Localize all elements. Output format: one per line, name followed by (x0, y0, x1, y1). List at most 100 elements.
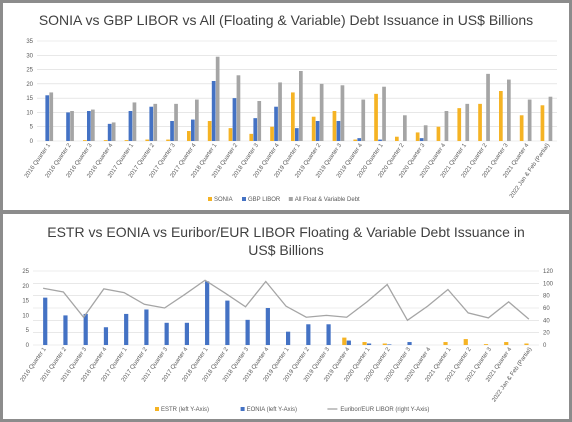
legend-label-0: ESTR (left Y-Axis) (161, 407, 209, 413)
legend-label-1: EONIA (left Y-Axis) (247, 407, 297, 413)
bar-all-float-variable-debt-22 (507, 79, 511, 141)
bar-sonia-6 (166, 139, 170, 141)
bar-all-float-variable-debt-2 (91, 109, 95, 141)
bar-sonia-24 (540, 105, 545, 141)
bar-eonia-left-y-axis--18 (407, 342, 412, 345)
y-tick-label-7: 35 (26, 39, 33, 45)
bar-all-float-variable-debt-16 (382, 86, 386, 141)
bar-sonia-14 (332, 111, 337, 141)
bar-estr-left-y-axis--16 (362, 342, 367, 345)
bar-all-float-variable-debt-10 (257, 101, 262, 141)
bar-all-float-variable-debt-1 (70, 111, 74, 141)
bar-sonia-23 (519, 115, 524, 141)
bar-sonia-13 (311, 116, 316, 141)
bar-eonia-left-y-axis--17 (387, 344, 392, 345)
bar-gbp-libor-18 (419, 138, 424, 141)
bar-estr-left-y-axis--17 (382, 343, 387, 345)
bar-eonia-left-y-axis--9 (225, 300, 230, 345)
bar-sonia-11 (270, 126, 274, 141)
y-left-tick-label-5: 25 (22, 269, 29, 275)
bar-sonia-15 (353, 139, 358, 141)
bar-eonia-left-y-axis--10 (245, 319, 250, 345)
y-tick-label-1: 5 (30, 125, 34, 131)
bar-eonia-left-y-axis--5 (144, 309, 149, 345)
bar-all-float-variable-debt-23 (527, 99, 532, 141)
bar-gbp-libor-2 (87, 111, 91, 141)
bar-eonia-left-y-axis--7 (184, 322, 189, 345)
bar-sonia-20 (457, 108, 462, 141)
legend-swatch-0 (208, 197, 212, 201)
legend-label-2: Euribor/EUR LIBOR (right Y-Axis) (340, 407, 429, 413)
bar-sonia-18 (415, 132, 420, 141)
bar-sonia-3 (103, 140, 108, 141)
bar-gbp-libor-14 (336, 121, 341, 141)
y-right-tick-label-2: 40 (543, 318, 550, 324)
bar-all-float-variable-debt-13 (319, 83, 324, 141)
legend-swatch-1 (242, 197, 246, 201)
legend-swatch-2 (288, 197, 293, 201)
legend-label-2: All Float & Variable Debt (295, 197, 360, 203)
bar-all-float-variable-debt-21 (486, 73, 490, 141)
bar-gbp-libor-9 (232, 98, 237, 141)
bar-all-float-variable-debt-6 (174, 103, 178, 141)
bar-sonia-17 (395, 136, 399, 141)
chart-panel-top: SONIA vs GBP LIBOR vs All (Floating & Va… (3, 3, 569, 210)
bar-all-float-variable-debt-17 (403, 115, 407, 141)
bar-estr-left-y-axis--24 (524, 343, 529, 345)
bar-gbp-libor-3 (107, 123, 112, 141)
bar-gbp-libor-6 (170, 121, 174, 141)
bar-all-float-variable-debt-8 (215, 56, 220, 141)
bar-eonia-left-y-axis--1 (63, 315, 68, 345)
bar-sonia-10 (249, 133, 254, 141)
bar-gbp-libor-16 (378, 139, 382, 141)
bar-sonia-5 (145, 139, 150, 141)
bar-eonia-left-y-axis--15 (346, 340, 351, 345)
y-right-tick-label-6: 120 (543, 269, 554, 275)
bar-estr-left-y-axis--23 (504, 342, 509, 345)
bar-sonia-19 (436, 126, 441, 141)
bar-all-float-variable-debt-11 (278, 82, 282, 141)
y-left-tick-label-4: 20 (22, 284, 29, 290)
bar-sonia-9 (228, 128, 233, 141)
x-tick-label-24: 2022 Jan & Feb (Partial) (509, 143, 551, 200)
y-right-tick-label-1: 20 (543, 331, 550, 337)
bar-eonia-left-y-axis--13 (306, 324, 311, 345)
chart-title-top: SONIA vs GBP LIBOR vs All (Floating & Va… (38, 12, 534, 28)
bar-gbp-libor-15 (357, 138, 362, 141)
legend-label-1: GBP LIBOR (248, 197, 281, 203)
legend-swatch-0 (155, 407, 159, 411)
y-left-tick-label-0: 0 (26, 343, 30, 349)
bar-sonia-2 (83, 140, 87, 141)
bar-all-float-variable-debt-12 (299, 71, 303, 141)
bar-all-float-variable-debt-5 (153, 103, 158, 141)
bar-sonia-7 (187, 131, 191, 141)
bar-eonia-left-y-axis--2 (83, 313, 88, 345)
y-left-tick-label-3: 15 (22, 299, 29, 305)
bar-all-float-variable-debt-4 (132, 102, 137, 141)
bar-gbp-libor-5 (149, 106, 154, 141)
bar-sonia-21 (478, 103, 482, 141)
bar-all-float-variable-debt-9 (236, 75, 241, 141)
y-right-tick-label-3: 60 (543, 306, 550, 312)
bar-all-float-variable-debt-15 (361, 99, 366, 141)
line-series-euribor (43, 279, 530, 322)
bar-all-float-variable-debt-24 (548, 96, 553, 141)
bar-eonia-left-y-axis--3 (103, 327, 109, 345)
bar-all-float-variable-debt-20 (465, 103, 470, 141)
bar-all-float-variable-debt-19 (444, 111, 449, 141)
bar-eonia-left-y-axis--11 (265, 308, 270, 345)
bar-gbp-libor-12 (295, 128, 299, 141)
bar-gbp-libor-1 (66, 112, 70, 141)
y-tick-label-4: 20 (26, 82, 33, 88)
chart-title-bottom: ESTR vs EONIA vs Euribor/EUR LIBOR Float… (47, 224, 525, 258)
bar-all-float-variable-debt-3 (111, 122, 116, 141)
bar-gbp-libor-13 (315, 121, 320, 141)
y-right-tick-label-4: 80 (543, 294, 550, 300)
legend-label-0: SONIA (214, 197, 233, 203)
bar-gbp-libor-0 (45, 95, 50, 141)
bar-all-float-variable-debt-0 (49, 92, 54, 141)
bar-eonia-left-y-axis--16 (366, 343, 372, 345)
y-right-tick-label-0: 0 (543, 343, 547, 349)
